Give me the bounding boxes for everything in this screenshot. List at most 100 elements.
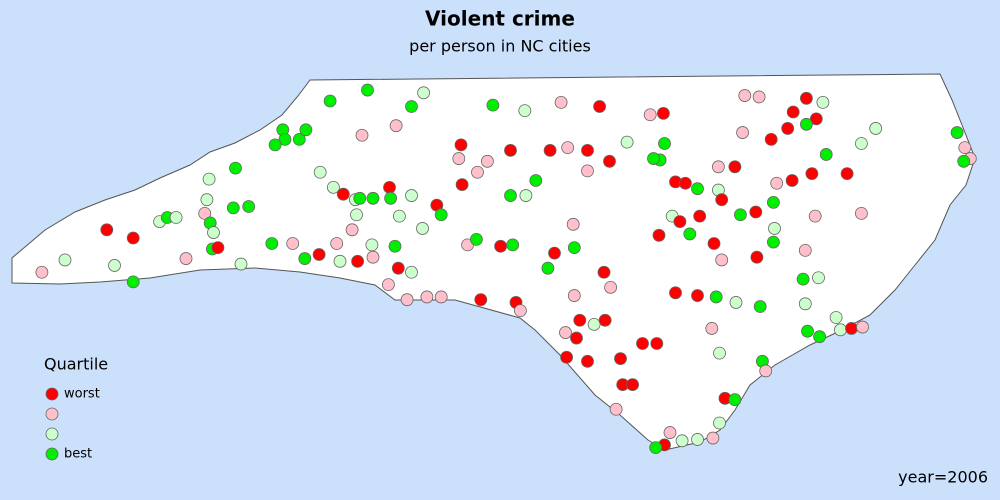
city-dot (417, 86, 431, 100)
city-dot (559, 326, 572, 339)
city-dot (504, 143, 517, 157)
city-dot (705, 322, 719, 335)
city-dot (636, 337, 649, 350)
city-dot (679, 176, 692, 190)
city-dot (100, 223, 114, 237)
city-dot (469, 232, 483, 246)
city-dot (353, 191, 367, 205)
city-dot (707, 237, 721, 250)
city-dot (808, 209, 822, 223)
city-dot (764, 132, 778, 146)
city-dot (626, 378, 639, 392)
city-dot (663, 426, 677, 439)
city-dot (816, 96, 830, 109)
city-dot (768, 222, 781, 235)
map-subtitle: per person in NC cities (409, 37, 591, 56)
city-dot (278, 132, 292, 146)
city-dot (603, 154, 616, 168)
city-dot (647, 152, 660, 165)
city-dot (691, 182, 704, 196)
city-dot (389, 119, 403, 133)
city-dot (126, 231, 140, 245)
city-dot (504, 189, 517, 202)
city-dot (434, 208, 448, 222)
city-dot (728, 160, 742, 174)
city-dot (420, 290, 434, 304)
city-dot (767, 196, 780, 209)
state-outline (11, 73, 976, 451)
city-dot (950, 126, 964, 139)
city-dot (715, 193, 729, 207)
city-dot (454, 138, 468, 152)
city-dot (554, 96, 568, 109)
city-dot (566, 217, 580, 231)
city-dot (242, 200, 256, 213)
city-dot (234, 257, 248, 271)
city-dot (365, 238, 379, 252)
city-dot (734, 208, 747, 222)
city-dot (729, 296, 743, 309)
city-dot (312, 248, 326, 261)
city-dot (728, 393, 742, 407)
city-dot (581, 164, 594, 178)
city-dot (652, 228, 666, 242)
city-dot (383, 180, 396, 194)
city-dot (673, 215, 687, 228)
city-dot (598, 313, 612, 327)
city-dot (405, 189, 418, 202)
city-dot (326, 180, 340, 194)
city-dot (330, 237, 344, 250)
city-dot (366, 250, 380, 264)
city-dot (785, 174, 799, 187)
city-dot (796, 272, 810, 286)
city-dot (35, 265, 49, 279)
city-dot (840, 167, 854, 181)
city-dot (834, 323, 847, 337)
city-dot (200, 193, 214, 207)
city-dot (405, 265, 418, 279)
city-dot (819, 148, 833, 161)
city-dot (675, 434, 689, 448)
city-dot (798, 243, 812, 257)
city-dot (691, 289, 704, 302)
city-dot (298, 252, 312, 265)
city-dot (657, 106, 670, 120)
city-dot (713, 416, 726, 430)
year-label: year=2006 (898, 468, 988, 487)
city-dot (452, 152, 466, 165)
city-dot (597, 265, 611, 279)
city-dot (604, 280, 617, 294)
city-dot (658, 137, 671, 150)
city-dot (169, 211, 183, 224)
city-dot (587, 317, 601, 331)
city-dot (392, 209, 406, 223)
city-dot (518, 104, 532, 118)
city-dot (381, 278, 395, 292)
city-dot (759, 364, 773, 378)
city-dot (355, 128, 369, 142)
city-dot (957, 154, 971, 168)
city-dot (548, 246, 561, 260)
city-dot (529, 174, 543, 187)
city-dot (351, 254, 365, 268)
city-dot (350, 208, 363, 222)
legend-label: best (64, 447, 92, 462)
city-dot (514, 304, 527, 318)
city-dot (543, 143, 557, 157)
city-dot (179, 252, 193, 265)
city-dot (669, 286, 682, 300)
city-dot (541, 261, 555, 275)
city-dot (620, 135, 634, 149)
city-dot (202, 172, 216, 186)
city-dot (391, 261, 405, 275)
city-dot (813, 330, 826, 344)
city-dot (801, 324, 814, 338)
city-dot (800, 117, 813, 131)
city-dot (786, 105, 800, 119)
city-dot (567, 241, 581, 255)
city-dot (581, 143, 594, 157)
city-dot (798, 297, 812, 311)
city-dot (573, 313, 587, 327)
city-dot (855, 137, 868, 150)
